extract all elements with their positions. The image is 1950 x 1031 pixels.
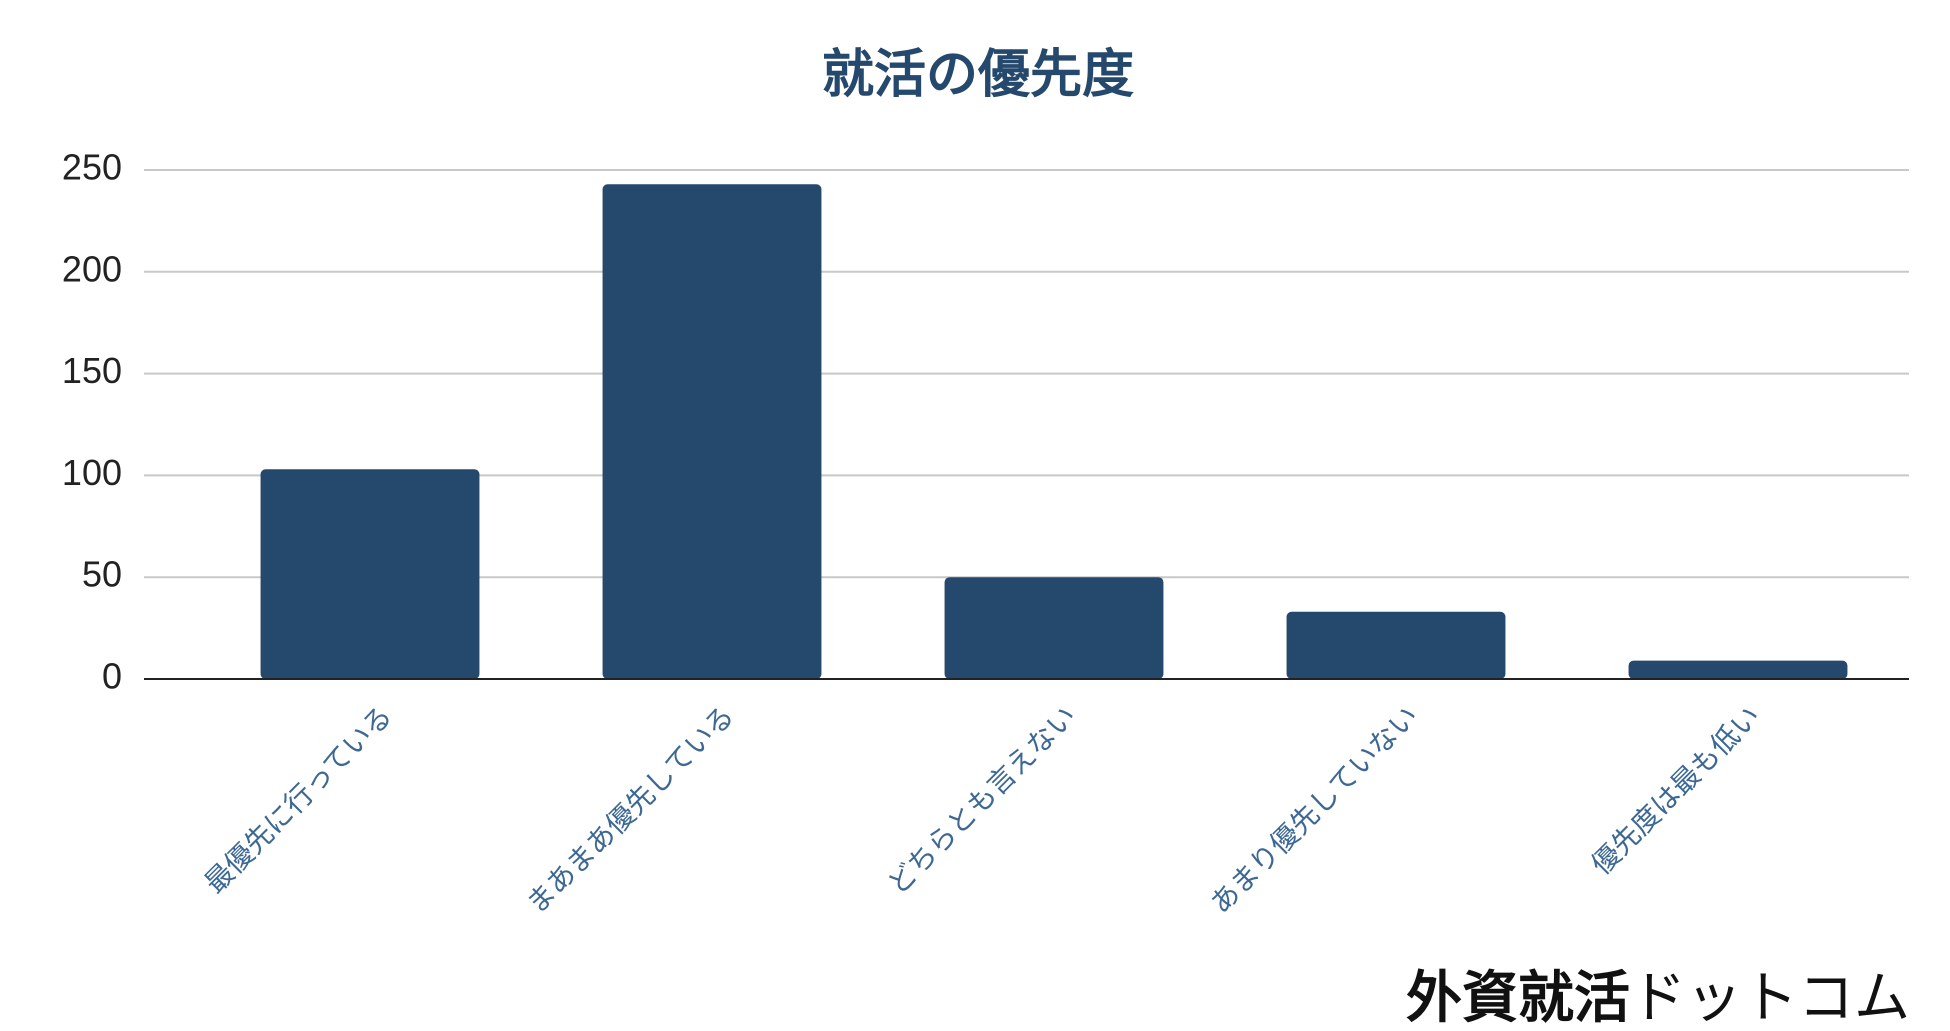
x-tick-label: まあまあ優先している [520, 699, 741, 920]
y-tick-label: 200 [62, 248, 122, 289]
x-tick-label: 優先度は最も低い [1585, 699, 1767, 881]
y-tick-label: 50 [82, 554, 122, 595]
bar [1628, 660, 1848, 679]
chart-title: 就活の優先度 [822, 45, 1134, 105]
watermark: 外資就活ドットコム [1406, 965, 1910, 1027]
y-tick-label: 0 [102, 656, 122, 697]
x-tick-label: 最優先に行っている [198, 699, 399, 900]
x-tick-label: あまり優先していない [1204, 699, 1425, 920]
bar [260, 469, 480, 679]
y-tick-label: 250 [62, 147, 122, 188]
bar [1286, 611, 1506, 679]
y-tick-label: 100 [62, 452, 122, 493]
bar [602, 184, 822, 679]
x-tick-label: どちらとも言えない [881, 699, 1083, 901]
watermark-main: 外資就活 [1406, 965, 1630, 1027]
bar [944, 577, 1164, 679]
watermark-sub: ドットコム [1630, 966, 1910, 1027]
y-tick-label: 150 [62, 350, 122, 391]
